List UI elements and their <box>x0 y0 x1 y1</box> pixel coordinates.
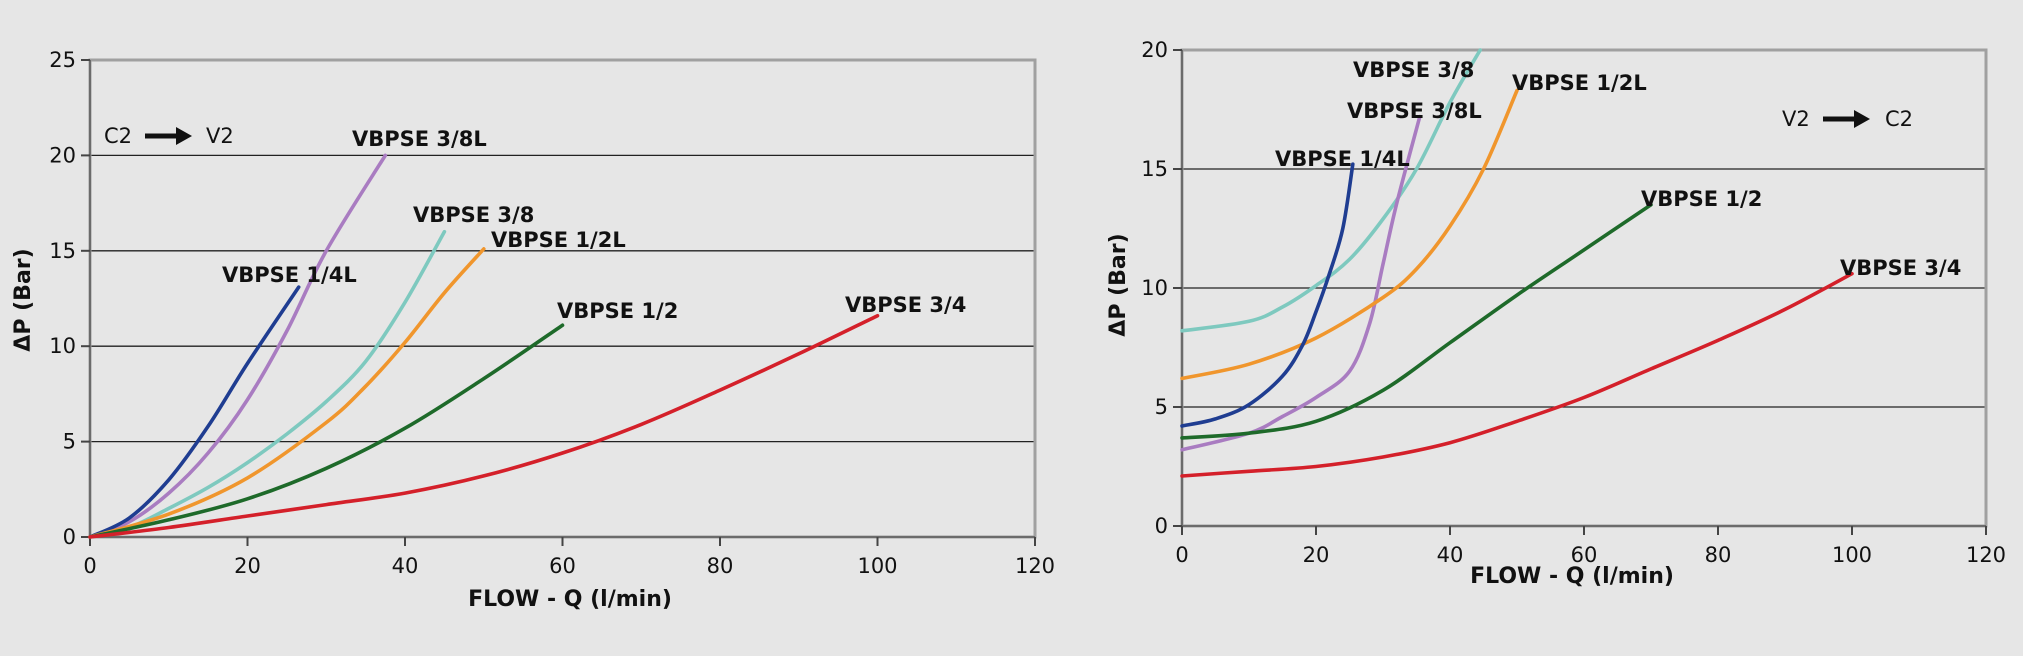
y-tick-label: 25 <box>49 48 76 72</box>
x-axis-label: FLOW - Q (l/min) <box>1470 564 1674 589</box>
y-tick-label: 15 <box>1141 157 1168 181</box>
series-line-vbpse-1-4l <box>88 285 301 539</box>
y-tick-label: 20 <box>49 143 76 167</box>
y-tick-label: 10 <box>1141 276 1168 300</box>
arrow-right-icon <box>145 127 192 145</box>
arrow-right-icon <box>1823 110 1870 128</box>
series-label: VBPSE 3/4 <box>845 293 966 317</box>
x-tick-label: 20 <box>1303 543 1330 567</box>
series-line-vbpse-1-2 <box>1180 202 1653 440</box>
x-tick-label: 100 <box>1832 543 1872 567</box>
flow-to-label: V2 <box>206 124 234 148</box>
series-line-vbpse-1-4l <box>1180 162 1355 428</box>
y-tick-label: 15 <box>49 239 76 263</box>
flow-from-label: V2 <box>1782 107 1810 131</box>
x-tick-label: 20 <box>234 554 261 578</box>
series-line-vbpse-3-8 <box>88 229 447 539</box>
series-label: VBPSE 1/2L <box>491 228 626 252</box>
y-tick-label: 5 <box>63 430 76 454</box>
series-line-vbpse-1-2l <box>1180 88 1519 381</box>
series-line-vbpse-1-2 <box>88 323 565 539</box>
series-label: VBPSE 3/8L <box>1347 99 1482 123</box>
x-tick-label: 40 <box>1437 543 1464 567</box>
y-tick-label: 0 <box>63 525 76 549</box>
series-label: VBPSE 3/8 <box>413 203 534 227</box>
y-tick-label: 5 <box>1155 395 1168 419</box>
series-line-vbpse-3-4 <box>1180 271 1854 478</box>
x-axis-label: FLOW - Q (l/min) <box>468 587 672 612</box>
x-tick-label: 40 <box>392 554 419 578</box>
series-label: VBPSE 3/8 <box>1353 58 1474 82</box>
series-label: VBPSE 1/4L <box>1275 147 1410 171</box>
y-tick-label: 10 <box>49 334 76 358</box>
x-tick-label: 120 <box>1966 543 2006 567</box>
x-tick-label: 80 <box>1705 543 1732 567</box>
y-tick-label: 0 <box>1155 514 1168 538</box>
x-tick-label: 60 <box>549 554 576 578</box>
y-tick-label: 20 <box>1141 38 1168 62</box>
chart-c2-to-v2: 0 5 10 15 20 25 0 20 40 60 80 100 120 ΔP (Bar) FLOW - … <box>11 48 1055 612</box>
series-label: VBPSE 1/2 <box>557 299 678 323</box>
chart-v2-to-c2: 0 5 10 15 20 0 20 40 60 80 100 120 ΔP (Bar) FLOW - Q … <box>1106 38 2006 589</box>
x-tick-label: 80 <box>707 554 734 578</box>
series-line-vbpse-3-8l <box>1180 114 1422 452</box>
x-tick-label: 0 <box>83 554 96 578</box>
x-tick-label: 100 <box>857 554 897 578</box>
x-tick-label: 120 <box>1015 554 1055 578</box>
x-tick-label: 0 <box>1175 543 1188 567</box>
series-label: VBPSE 3/4 <box>1840 256 1961 280</box>
y-axis-label: ΔP (Bar) <box>11 248 36 351</box>
flow-from-label: C2 <box>104 124 132 148</box>
series-label: VBPSE 1/2 <box>1641 187 1762 211</box>
x-tick-label: 60 <box>1571 543 1598 567</box>
y-axis-label: ΔP (Bar) <box>1106 233 1131 336</box>
series-label: VBPSE 3/8L <box>352 127 487 151</box>
series-line-vbpse-3-4 <box>88 313 880 539</box>
series-label: VBPSE 1/4L <box>222 263 357 287</box>
series-line-vbpse-3-8 <box>1180 48 1482 333</box>
series-label: VBPSE 1/2L <box>1512 71 1647 95</box>
series-line-vbpse-1-2l <box>88 247 486 539</box>
flow-to-label: C2 <box>1885 107 1913 131</box>
series-line-vbpse-3-8l <box>88 153 388 539</box>
